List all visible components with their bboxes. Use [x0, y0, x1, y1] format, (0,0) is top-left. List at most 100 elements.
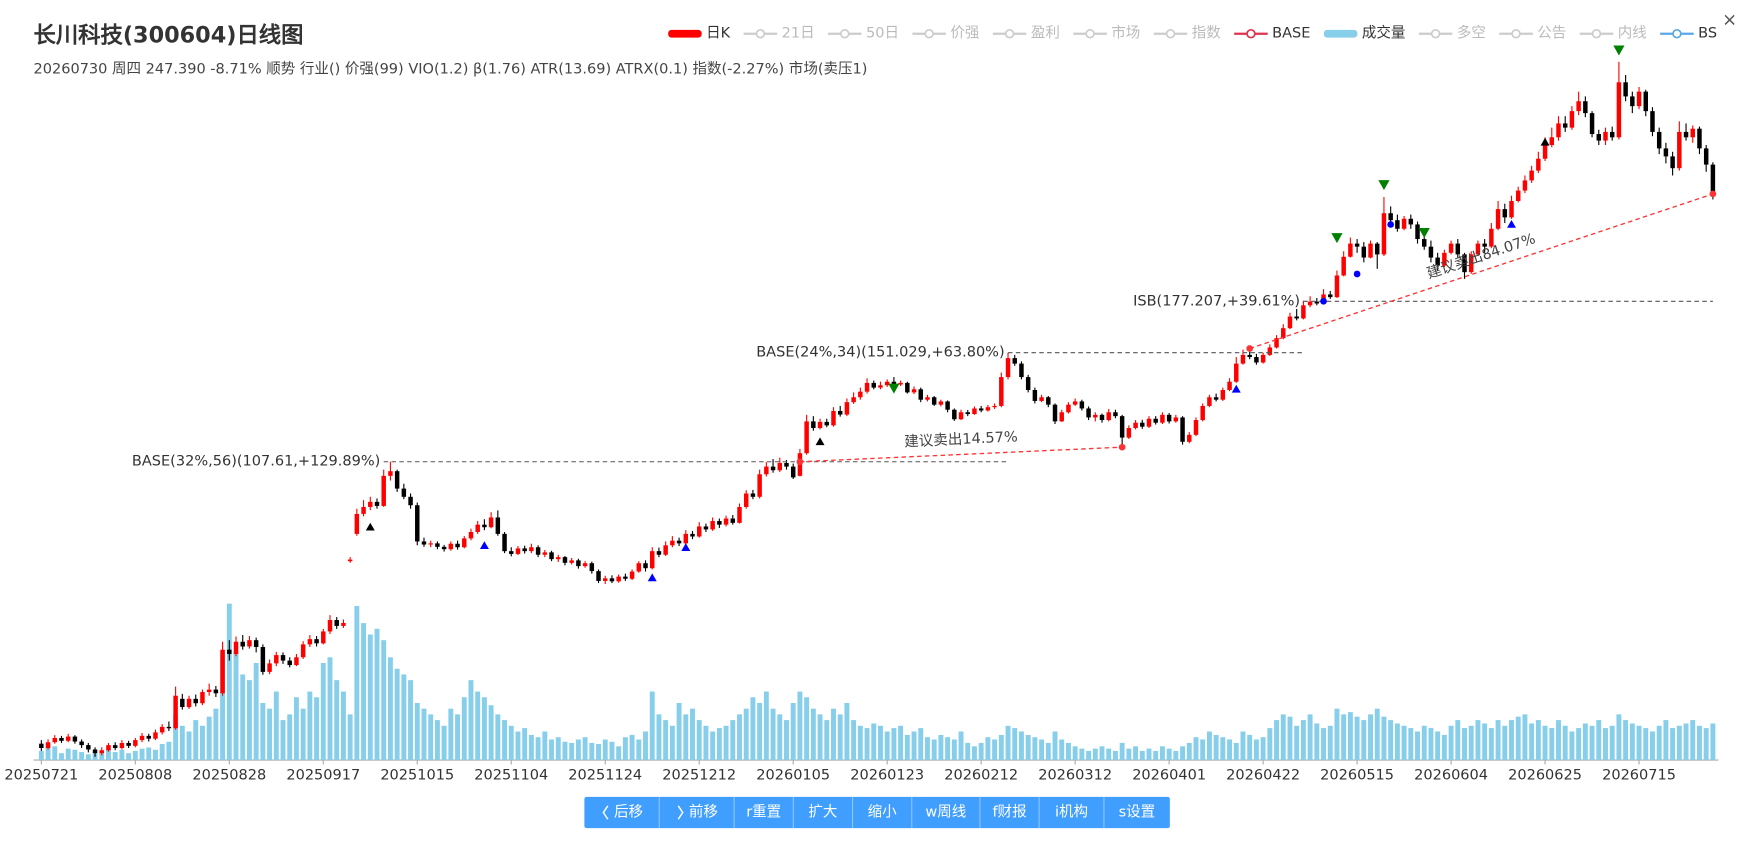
candle-body	[1301, 305, 1306, 319]
legend-item[interactable]: 盈利	[992, 25, 1060, 42]
volume-bar	[1650, 731, 1655, 761]
button[interactable]: w周线	[911, 796, 967, 829]
button[interactable]: i机构	[1038, 796, 1088, 829]
legend-item[interactable]: 价强	[912, 26, 979, 42]
candle-body	[918, 389, 923, 400]
button-label: r重置	[746, 804, 781, 821]
button[interactable]: 前移	[658, 796, 718, 829]
candle-body	[1703, 148, 1709, 165]
legend-item[interactable]: 21日	[743, 26, 815, 42]
button[interactable]: r重置	[733, 796, 781, 829]
level-label: ISB(177.207,+39.61%)	[1133, 293, 1300, 309]
volume-bar	[1139, 750, 1145, 761]
volume-bar	[1280, 714, 1286, 761]
volume-bar	[622, 737, 628, 761]
button[interactable]: 后移	[602, 804, 643, 821]
volume-bar	[878, 725, 883, 761]
candle-body	[1388, 213, 1393, 221]
volume-bar	[978, 742, 984, 761]
x-tick-label: 20260105	[756, 768, 830, 784]
candle-body	[515, 548, 521, 554]
volume-bar	[1005, 725, 1011, 761]
volume-bar	[1334, 708, 1340, 761]
candle-body	[1683, 131, 1689, 138]
volume-bar	[139, 748, 145, 761]
volume-bar	[965, 742, 971, 761]
legend-item[interactable]: 50日	[828, 26, 899, 42]
volume-bar	[320, 663, 326, 761]
legend-item[interactable]: 市场	[1073, 25, 1140, 42]
close-button[interactable]: ×	[1722, 9, 1737, 30]
volume-bar	[925, 737, 930, 761]
volume-bar	[1394, 723, 1400, 761]
candle-body	[1005, 358, 1011, 378]
candle-body	[938, 401, 944, 405]
candle-body	[347, 559, 353, 562]
legend-item[interactable]: 指数	[1153, 25, 1222, 42]
candle-body	[495, 517, 501, 534]
legend-item[interactable]: BASE	[1234, 26, 1310, 42]
candle-body	[99, 750, 104, 754]
volume-bar	[173, 714, 179, 761]
candle-body	[858, 391, 863, 398]
button[interactable]: 缩小	[851, 796, 898, 829]
legend-item[interactable]: 日K	[668, 26, 731, 42]
candle-body	[1609, 131, 1615, 138]
candle-body	[1039, 397, 1044, 401]
volume-bar	[59, 753, 64, 761]
volume-bar	[1488, 728, 1494, 761]
volume-bar	[596, 744, 601, 761]
volume-bar	[1428, 728, 1434, 761]
volume-bar	[361, 623, 367, 761]
candle-body	[260, 647, 266, 672]
legend-item[interactable]: 多空	[1418, 25, 1486, 42]
candle-body	[556, 557, 561, 560]
volume-bar	[743, 708, 749, 761]
volume-bar	[206, 716, 212, 761]
legend-icon	[1591, 29, 1602, 39]
candle-body	[1133, 422, 1138, 429]
volume-bar	[911, 731, 917, 761]
candle-body	[952, 409, 957, 420]
candle-body	[227, 649, 232, 655]
button[interactable]: s设置	[1103, 796, 1155, 829]
volume-bar	[179, 725, 185, 761]
candle-body	[166, 726, 172, 729]
legend-item[interactable]: 公告	[1499, 25, 1566, 42]
button[interactable]: f财报	[979, 796, 1027, 829]
volume-bar	[1173, 750, 1179, 761]
volume-bar	[931, 739, 937, 761]
button-label: 缩小	[868, 804, 898, 821]
volume-bar	[1240, 731, 1246, 761]
volume-bar	[891, 728, 897, 761]
button[interactable]: 扩大	[792, 796, 837, 829]
legend-item[interactable]: BS	[1660, 26, 1717, 42]
candle-body	[1630, 96, 1635, 107]
legend-item[interactable]: 内线	[1579, 25, 1647, 42]
legend-icon	[1323, 29, 1358, 38]
candle-body	[898, 382, 903, 385]
legend-item[interactable]: 成交量	[1323, 24, 1406, 42]
volume-bar	[1683, 723, 1689, 761]
volume-bar	[730, 720, 736, 761]
candle-body	[1294, 316, 1299, 319]
candle-body	[1113, 412, 1118, 417]
volume-bar	[582, 737, 588, 761]
candle-body	[1589, 113, 1595, 135]
candle-body	[334, 620, 339, 626]
candle-body	[186, 698, 192, 708]
candle-body	[220, 649, 225, 694]
volume-bar	[455, 714, 461, 761]
volume-bar	[1092, 748, 1098, 761]
candle-body	[878, 385, 883, 388]
candle-body	[717, 521, 722, 525]
volume-bar	[683, 714, 689, 761]
volume-bar	[1112, 750, 1118, 761]
candle-body	[112, 745, 118, 749]
candle-body	[891, 381, 897, 385]
candle-body	[743, 493, 749, 507]
volume-bar	[1200, 739, 1206, 761]
candle-body	[811, 421, 816, 429]
candle-body	[1603, 131, 1608, 141]
signal-down	[1378, 180, 1390, 191]
